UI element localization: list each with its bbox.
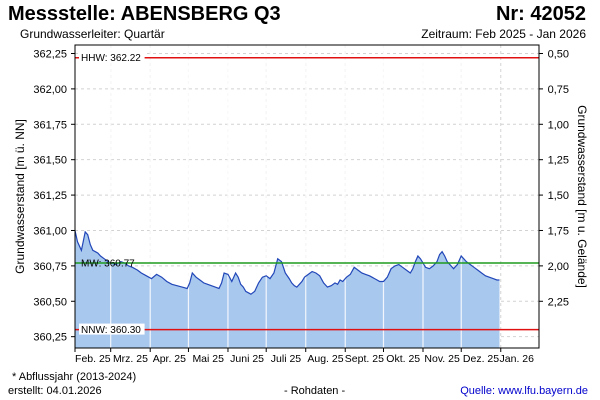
- y-right-tick-label: 1,75: [548, 225, 569, 237]
- station-number: Nr: 42052: [495, 3, 586, 25]
- y-right-axis-title: Grundwasserstand [m u. Gelände]: [575, 105, 589, 288]
- created-date: 04.01.2026: [46, 385, 102, 397]
- y-tick-label: 362,25: [33, 48, 67, 60]
- y-right-tick-label: 1,50: [548, 190, 569, 202]
- reference-label-nnw: NNW: 360.30: [81, 325, 141, 336]
- x-tick-label: Okt. 25: [386, 353, 420, 365]
- x-tick-label: Apr. 25: [153, 353, 186, 365]
- x-tick-label: Mai 25: [192, 353, 224, 365]
- reference-label-bg: [79, 323, 145, 335]
- source-line: Quelle: www.lfu.bayern.de: [460, 385, 588, 397]
- source-link[interactable]: www.lfu.bayern.de: [498, 385, 588, 397]
- y-right-tick-label: 1,25: [548, 155, 569, 167]
- aquifer-label: Grundwasserleiter: Quartär: [20, 27, 165, 41]
- y-right-tick-label: 0,50: [548, 48, 569, 60]
- created-line: erstellt: 04.01.2026: [8, 385, 102, 397]
- created-label: erstellt:: [8, 385, 44, 397]
- raw-data-label: - Rohdaten -: [284, 385, 346, 397]
- reference-label-bg: [79, 51, 145, 63]
- plot-frame: [74, 44, 540, 349]
- x-tick-label: Dez. 25: [463, 353, 499, 365]
- x-tick-label: Nov. 25: [424, 353, 460, 365]
- y-tick-label: 361,25: [33, 190, 67, 202]
- x-tick-label: Mrz. 25: [113, 353, 148, 365]
- series-area: [75, 230, 500, 348]
- period-label: Zeitraum: Feb 2025 - Jan 2026: [421, 27, 586, 41]
- y-tick-label: 360,50: [33, 296, 67, 308]
- x-tick-label: Juli 25: [271, 353, 302, 365]
- x-tick-label: Juni 25: [230, 353, 264, 365]
- source-label: Quelle:: [460, 385, 496, 397]
- y-tick-label: 360,75: [33, 261, 67, 273]
- y-right-tick-label: 0,75: [548, 84, 569, 96]
- footnote-runoff-year: * Abflussjahr (2013-2024): [12, 371, 137, 383]
- y-right-tick-label: 2,00: [548, 261, 569, 273]
- y-right-tick-label: 2,25: [548, 296, 569, 308]
- y-tick-label: 361,50: [33, 155, 67, 167]
- y-tick-label: 362,00: [33, 84, 67, 96]
- x-tick-label: Aug. 25: [307, 353, 343, 365]
- y-tick-label: 360,25: [33, 332, 67, 344]
- y-tick-label: 361,75: [33, 119, 67, 131]
- x-tick-label: Sept. 25: [345, 353, 384, 365]
- x-tick-label: Jan. 26: [500, 353, 535, 365]
- y-axis-title: Grundwasserstand [m ü. NN]: [13, 119, 27, 274]
- reference-label-hhw: HHW: 362.22: [81, 53, 141, 64]
- y-tick-label: 361,00: [33, 225, 67, 237]
- station-title: Messstelle: ABENSBERG Q3: [8, 3, 281, 25]
- reference-label-mw: MW: 360.77: [81, 259, 135, 270]
- series-line: [74, 230, 500, 295]
- x-tick-label: Feb. 25: [75, 353, 111, 365]
- y-right-tick-label: 1,00: [548, 119, 569, 131]
